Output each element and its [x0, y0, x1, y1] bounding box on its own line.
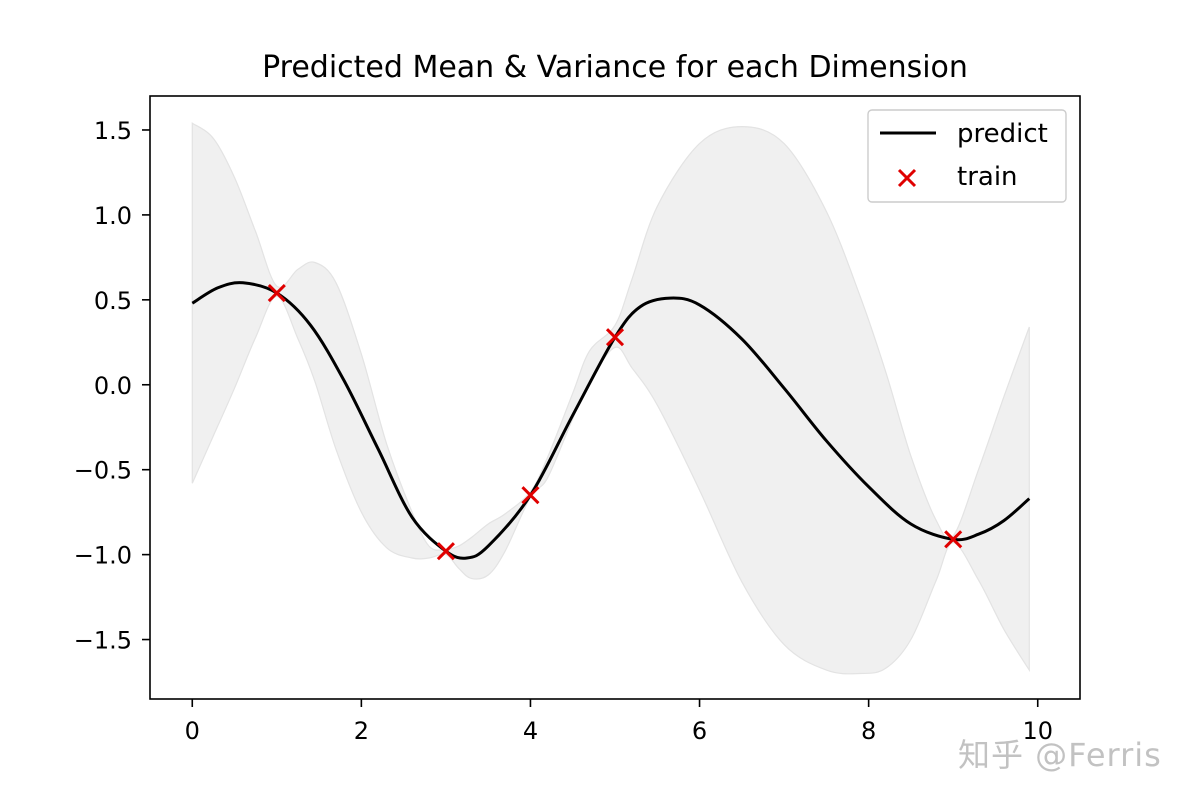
train-point [436, 542, 455, 561]
train-point [267, 283, 286, 303]
x-tick-label: 4 [523, 717, 538, 745]
y-tick-label: 1.5 [94, 117, 132, 145]
chart-title: Predicted Mean & Variance for each Dimen… [262, 50, 968, 85]
y-tick-label: −1.5 [74, 627, 132, 655]
predict-line-layer [191, 281, 1031, 560]
x-tick-label: 10 [1022, 717, 1053, 745]
train-point [605, 328, 625, 347]
y-tick-label: −1.0 [74, 542, 132, 570]
y-tick-label: 0.5 [94, 287, 132, 315]
y-tick-label: 0.0 [94, 372, 132, 400]
y-tick-label: −0.5 [74, 457, 132, 485]
legend: predict train [867, 109, 1067, 203]
plot-frame [149, 95, 1081, 700]
x-tick-label: 6 [692, 717, 707, 745]
train-point [521, 486, 540, 505]
train-marker-layer [267, 283, 963, 561]
x-tick-label: 2 [354, 717, 369, 745]
legend-predict-label: predict [957, 119, 1048, 149]
y-axis: 1.5 1.0 0.5 0.0 −0.5 −1.0 −1.5 [74, 117, 150, 655]
x-axis: 0 2 4 6 8 10 [185, 699, 1053, 745]
train-point [944, 530, 963, 549]
x-tick-label: 8 [861, 717, 876, 745]
legend-train-label: train [957, 162, 1018, 192]
legend-train-swatch [897, 168, 917, 188]
watermark: 知乎 @Ferris [958, 736, 1162, 774]
confidence-band-layer [191, 122, 1030, 675]
predict-line [191, 281, 1031, 560]
x-tick-label: 0 [185, 717, 200, 745]
y-tick-label: 1.0 [94, 202, 132, 230]
confidence-band [191, 122, 1030, 675]
